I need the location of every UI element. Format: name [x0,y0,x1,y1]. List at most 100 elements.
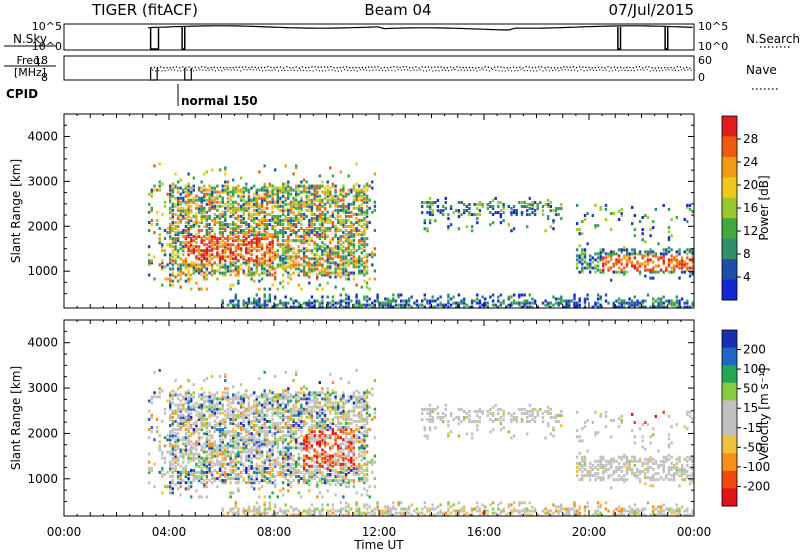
echo-cell [174,225,177,228]
echo-cell [287,444,290,448]
nave-point [287,70,289,72]
echo-cell [237,397,240,401]
echo-cell [176,239,180,243]
echo-cell [276,462,279,466]
nave-point [306,70,308,72]
echo-cell [218,212,222,216]
echo-cell [158,368,161,372]
echo-cell [169,434,172,438]
echo-cell [581,248,584,252]
echo-cell [326,210,329,214]
echo-cell [158,263,161,267]
echo-cell [581,268,584,272]
echo-cell [171,397,174,401]
echo-cell [258,188,261,192]
echo-cell [628,303,631,307]
echo-cell [245,273,248,277]
echo-cell [218,271,222,275]
echo-cell [352,200,356,204]
echo-cell [232,407,235,411]
echo-cell [547,203,550,206]
echo-cell [287,243,290,247]
echo-cell [239,214,243,218]
echo-cell [402,305,405,309]
echo-cell [331,249,335,253]
echo-cell [221,479,224,483]
echo-cell [292,424,295,427]
echo-cell [271,481,274,485]
echo-cell [591,260,594,264]
echo-cell [169,206,172,210]
echo-cell [281,430,285,434]
echo-cell [302,255,306,259]
echo-cell [300,223,303,226]
echo-cell [211,245,214,249]
echo-cell [305,241,308,245]
echo-cell [211,190,214,194]
echo-cell [363,269,366,273]
echo-cell [253,426,256,429]
echo-cell [253,204,256,208]
echo-cell [565,305,568,309]
echo-cell [623,270,626,274]
echo-cell [247,403,251,407]
echo-cell [195,464,198,468]
echo-cell [276,424,279,427]
echo-cell [573,301,576,305]
echo-cell [528,203,531,206]
echo-cell [163,436,167,440]
echo-cell [300,214,303,218]
colorbar-swatch [722,218,737,240]
echo-cell [295,233,298,237]
echo-cell [308,221,311,224]
echo-cell [680,264,684,268]
echo-cell [316,190,319,194]
echo-cell [363,303,366,307]
echo-cell [281,229,285,232]
echo-cell [184,237,188,241]
echo-cell [239,415,243,419]
echo-cell [247,206,251,210]
echo-cell [229,454,232,458]
echo-cell [360,198,363,202]
echo-cell [208,202,211,206]
echo-cell [182,216,185,220]
echo-cell [158,241,161,245]
echo-cell [641,262,644,266]
echo-cell [208,192,211,196]
echo-cell [308,301,311,305]
echo-cell [347,206,350,210]
echo-cell [237,190,240,194]
echo-cell [302,251,306,255]
echo-cell [602,258,605,262]
echo-cell [232,303,235,307]
echo-cell [184,424,188,427]
echo-cell [253,192,256,196]
freq-point [194,66,196,68]
echo-cell [260,200,264,204]
echo-cell [255,475,258,478]
echo-cell [260,460,264,464]
echo-cell [268,243,272,247]
echo-cell [421,205,424,208]
echo-cell [184,210,188,214]
echo-cell [318,263,321,267]
echo-cell [163,456,167,460]
echo-cell [339,170,342,174]
nave-point [514,70,516,72]
echo-cell [515,209,518,213]
echo-cell [263,413,266,417]
echo-cell [295,186,298,190]
echo-cell [557,297,560,301]
echo-cell [300,196,303,200]
echo-cell [155,430,159,434]
echo-cell [323,269,327,273]
echo-cell [263,192,266,196]
echo-cell [276,470,279,474]
echo-cell [652,297,655,301]
echo-cell [281,206,285,210]
nave-point [356,70,358,72]
echo-cell [321,271,324,275]
echo-cell [339,208,342,212]
echo-cell [662,258,665,262]
